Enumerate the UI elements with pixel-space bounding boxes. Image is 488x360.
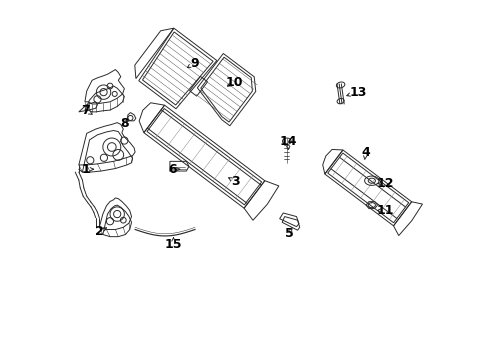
Text: 9: 9 (190, 57, 198, 70)
Text: 3: 3 (231, 175, 240, 188)
Text: 8: 8 (120, 117, 128, 130)
Text: 15: 15 (164, 238, 182, 251)
Text: 2: 2 (95, 225, 103, 238)
Text: 11: 11 (376, 204, 393, 217)
Text: 6: 6 (168, 163, 177, 176)
Text: 1: 1 (81, 163, 90, 176)
Text: 5: 5 (285, 226, 293, 239)
Text: 4: 4 (361, 145, 369, 158)
Text: 10: 10 (225, 76, 243, 89)
Text: 12: 12 (376, 177, 393, 190)
Text: 7: 7 (81, 104, 90, 117)
Text: 14: 14 (279, 135, 296, 148)
Text: 13: 13 (348, 86, 366, 99)
